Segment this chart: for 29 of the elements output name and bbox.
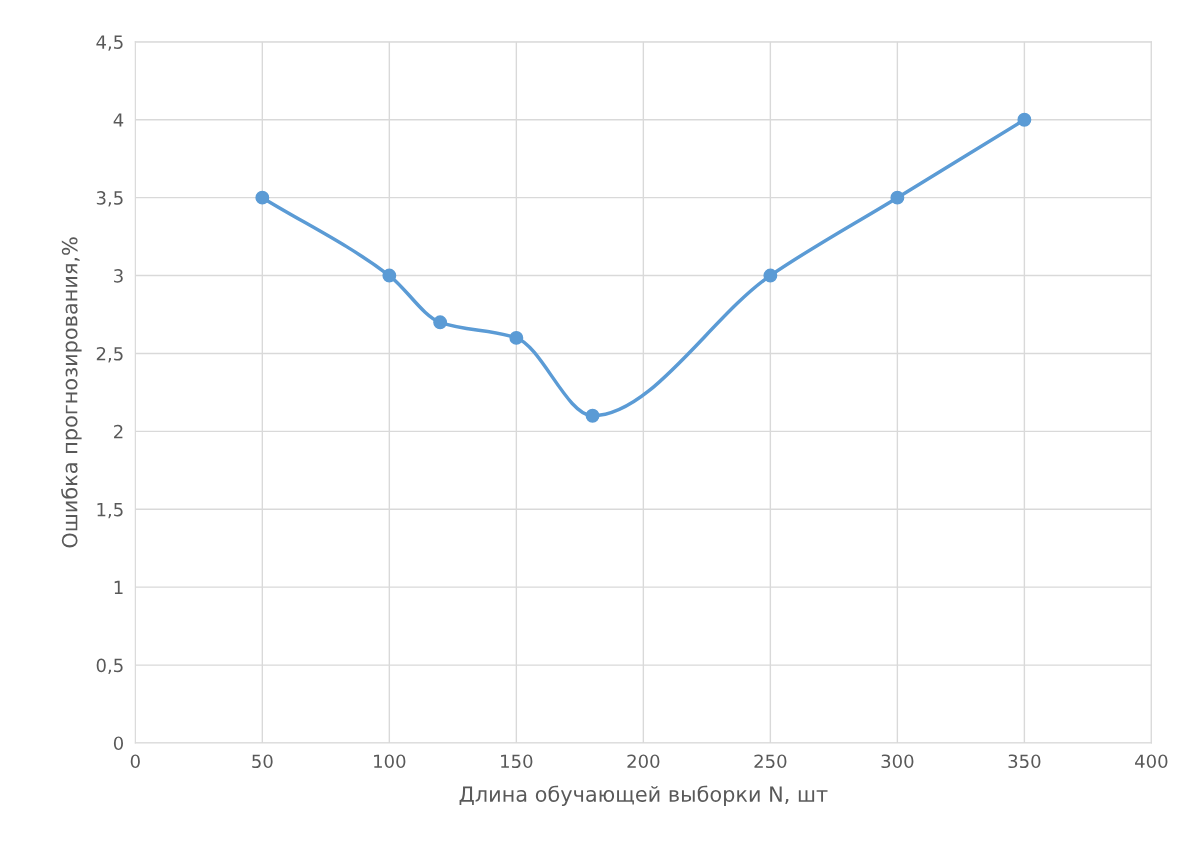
point xyxy=(255,190,270,205)
y-axis-title: Ошибка прогнозирования,% xyxy=(61,237,82,548)
point xyxy=(509,330,524,345)
point xyxy=(763,268,778,283)
x-tick-label: 250 xyxy=(754,754,787,769)
point xyxy=(1017,112,1032,127)
x-tick-label: 0 xyxy=(130,754,140,769)
y-tick-label: 3 xyxy=(114,269,123,283)
y-tick-label: 0,5 xyxy=(96,658,123,675)
y-tick-label: 0 xyxy=(113,736,124,751)
y-tick-label: 4 xyxy=(113,113,124,127)
y-tick-label: 3,5 xyxy=(96,191,123,207)
y-tick-label: 4,5 xyxy=(96,35,123,51)
point xyxy=(382,268,397,283)
y-tick-label: 1 xyxy=(114,580,123,595)
y-tick-label: 2,5 xyxy=(96,346,123,363)
point xyxy=(890,190,905,205)
x-tick-label: 400 xyxy=(1135,754,1168,769)
x-axis-title: Длина обучающей выборки N, шт xyxy=(459,785,828,806)
x-tick-label: 200 xyxy=(627,754,660,769)
x-tick-label: 350 xyxy=(1008,754,1041,769)
point xyxy=(585,408,600,423)
x-tick-label: 100 xyxy=(374,754,406,769)
x-tick-label: 150 xyxy=(501,754,533,769)
point xyxy=(433,315,448,330)
y-tick-label: 2 xyxy=(114,424,123,439)
y-tick-label: 1,5 xyxy=(97,502,123,519)
x-tick-label: 50 xyxy=(252,754,273,769)
x-tick-label: 300 xyxy=(881,754,914,769)
